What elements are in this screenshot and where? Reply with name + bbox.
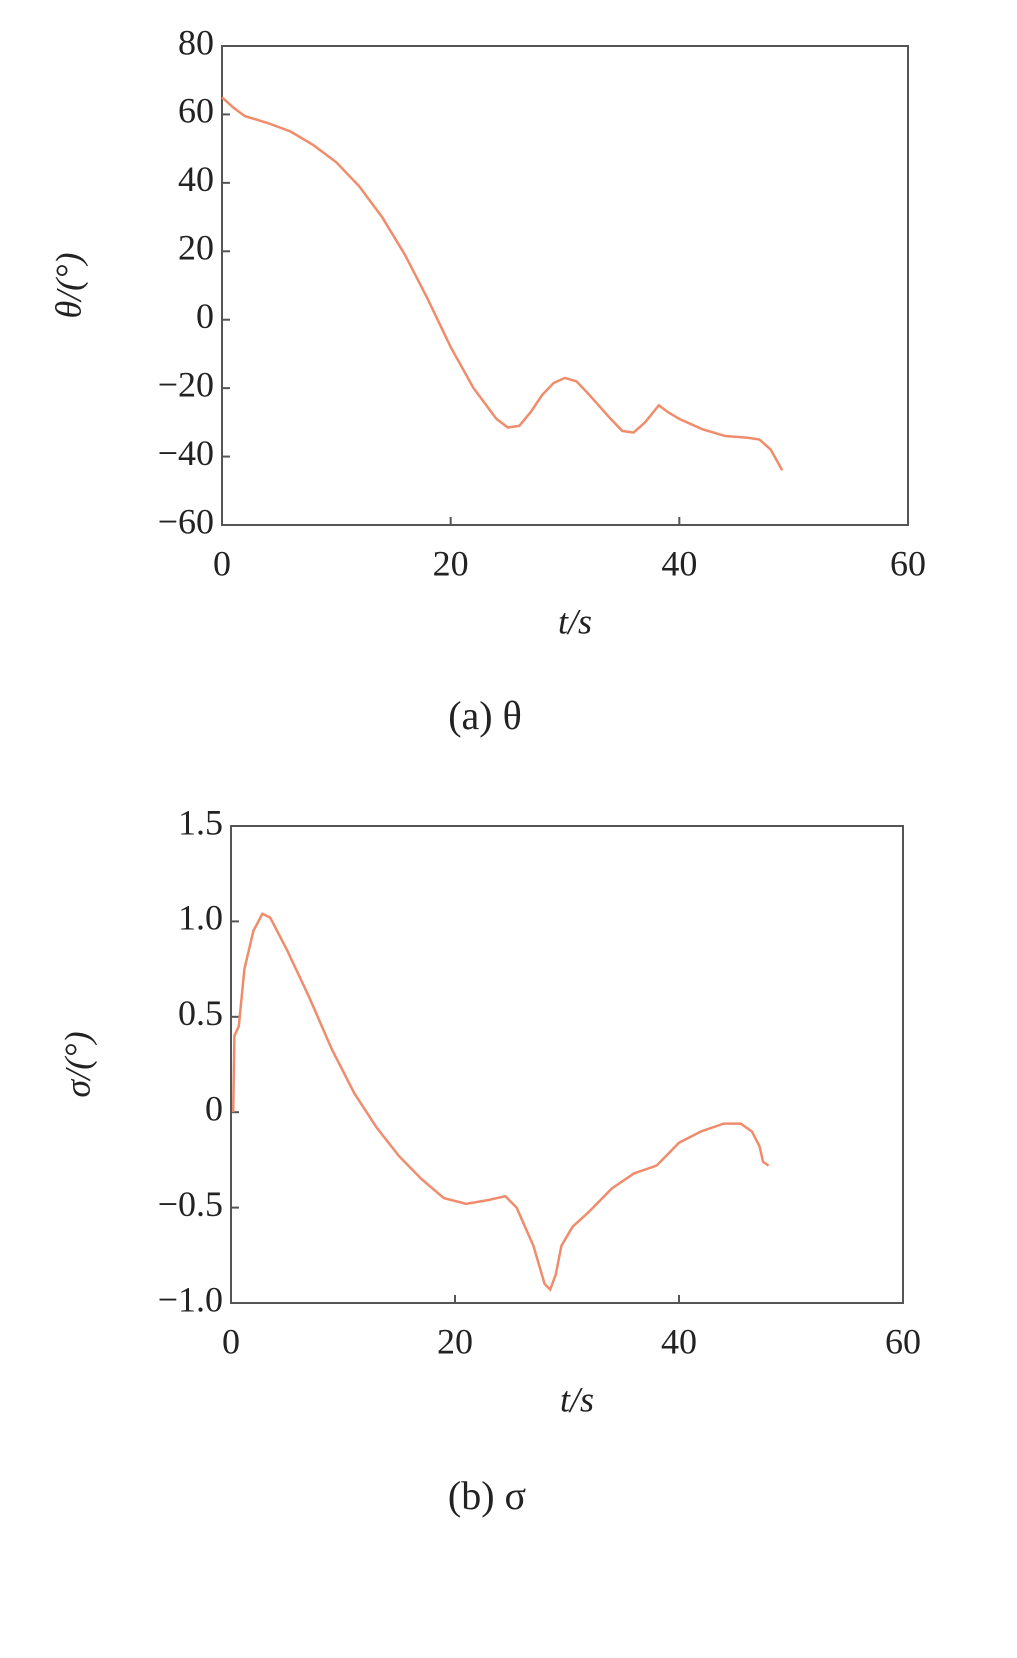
y-tick-label: −40	[158, 433, 214, 473]
caption: (a) θ	[448, 693, 522, 738]
y-tick-label: 40	[178, 159, 214, 199]
data-line	[231, 912, 770, 1292]
y-tick-label: 0	[196, 296, 214, 336]
y-tick-label: −20	[158, 364, 214, 404]
x-tick-label: 20	[437, 1321, 473, 1361]
y-tick-label: 20	[178, 228, 214, 268]
y-tick-label: 1.0	[178, 898, 223, 938]
x-tick-label: 40	[661, 543, 697, 583]
y-tick-label: −60	[158, 501, 214, 541]
y-tick-label: 1.5	[178, 802, 223, 842]
y-tick-label: 0	[205, 1088, 223, 1128]
y-tick-label: 80	[178, 22, 214, 62]
y-axis-label: σ/(°)	[57, 1031, 97, 1097]
x-tick-label: 0	[213, 543, 231, 583]
plot-frame	[221, 45, 909, 526]
x-axis-label: t/s	[558, 601, 592, 641]
y-tick-label: 60	[178, 91, 214, 131]
plot-frame	[230, 825, 904, 1304]
x-tick-label: 20	[433, 543, 469, 583]
y-tick-label: −0.5	[158, 1184, 223, 1224]
x-tick-label: 0	[222, 1321, 240, 1361]
x-tick-label: 40	[661, 1321, 697, 1361]
y-tick-label: −1.0	[158, 1279, 223, 1319]
x-axis-label: t/s	[560, 1379, 594, 1419]
caption: (b) σ	[448, 1473, 526, 1518]
x-tick-label: 60	[890, 543, 926, 583]
y-tick-label: 0.5	[178, 993, 223, 1033]
data-line	[221, 96, 784, 471]
y-axis-label: θ/(°)	[48, 252, 88, 318]
x-tick-label: 60	[885, 1321, 921, 1361]
